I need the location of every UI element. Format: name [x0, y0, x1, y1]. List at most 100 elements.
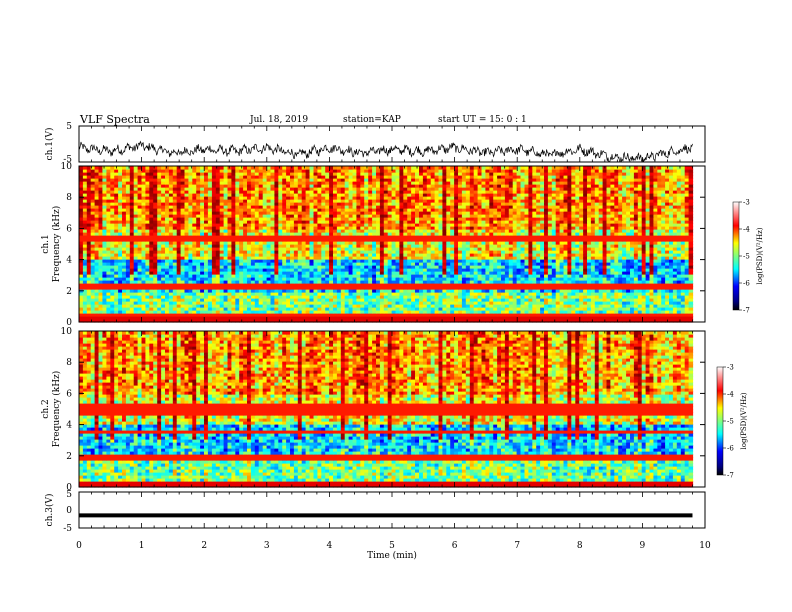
spectrogram-cell: [282, 241, 287, 245]
spectrogram-cell: [653, 304, 658, 308]
spectrogram-cell: [348, 289, 354, 293]
spectrogram-cell: [278, 313, 283, 317]
spectrogram-cell: [98, 244, 104, 248]
spectrogram-cell: [243, 265, 248, 269]
spectrogram-cell: [422, 241, 428, 245]
spectrogram-cell: [333, 310, 338, 314]
spectrogram-cell: [512, 307, 518, 311]
spectrogram-cell: [587, 310, 592, 314]
spectrogram-cell: [524, 319, 530, 323]
spectrogram-cell: [610, 256, 615, 260]
spectrogram-cell: [411, 235, 416, 239]
spectrogram-cell: [258, 286, 264, 290]
spectrogram-cell: [270, 265, 276, 269]
spectrogram-cell: [235, 295, 240, 299]
spectrogram-cell: [223, 265, 229, 269]
spectrogram-cell: [540, 316, 545, 320]
spectrogram-cell: [141, 316, 147, 320]
spectrogram-cell: [446, 235, 451, 239]
spectrogram-cell: [657, 256, 662, 260]
spectrogram-cell: [153, 274, 158, 278]
spectrogram-cell: [559, 319, 565, 323]
spectrogram-cell: [481, 268, 487, 272]
spectrogram-cell: [536, 307, 541, 311]
spectrogram-cell: [497, 295, 502, 299]
spectrogram-cell: [434, 268, 440, 272]
spectrogram-cell: [411, 301, 416, 305]
spectrogram-cell: [465, 274, 471, 278]
spectrogram-cell: [551, 307, 557, 311]
spectrogram-cell: [149, 244, 154, 248]
spectrogram-cell: [114, 277, 119, 281]
spectrogram-cell: [434, 295, 440, 299]
spectrogram-cell: [243, 268, 248, 272]
spectrogram-cell: [98, 256, 104, 260]
spectrogram-cell: [438, 283, 444, 287]
spectrogram-cell: [536, 316, 541, 320]
spectrogram-cell: [254, 304, 260, 308]
spectrogram-cell: [122, 280, 127, 284]
spectrogram-cell: [254, 253, 260, 257]
spectrogram-cell: [309, 247, 315, 251]
spectrogram-cell: [528, 286, 533, 290]
spectrogram-cell: [317, 238, 322, 242]
spectrogram-cell: [426, 316, 432, 320]
spectrogram-cell: [368, 286, 373, 290]
spectrogram-cell: [508, 310, 514, 314]
spectrogram-cell: [583, 256, 588, 260]
spectrogram-cell: [90, 298, 96, 302]
spectrogram-cell: [473, 301, 479, 305]
spectrogram-cell: [395, 277, 401, 281]
spectrogram-cell: [329, 319, 334, 323]
spectrogram-cell: [680, 292, 686, 296]
spectrogram-cell: [192, 253, 197, 257]
spectrogram-cell: [333, 235, 338, 239]
spectrogram-cell: [547, 265, 553, 269]
spectrogram-cell: [247, 289, 252, 293]
spectrogram-cell: [348, 304, 354, 308]
spectrogram-cell: [368, 241, 373, 245]
spectrogram-cell: [633, 244, 639, 248]
spectrogram-cell: [336, 283, 342, 287]
spectrogram-cell: [411, 262, 416, 266]
spectrogram-cell: [235, 307, 240, 311]
spectrogram-cell: [348, 277, 354, 281]
spectrogram-cell: [336, 241, 342, 245]
spectrogram-cell: [204, 280, 209, 284]
spectrogram-cell: [391, 292, 397, 296]
spectrogram-cell: [626, 289, 631, 293]
ch1-ytick-bottom: -5: [63, 155, 72, 165]
spectrogram-cell: [274, 250, 279, 254]
spectrogram-cell: [364, 319, 369, 323]
spectrogram-cell: [176, 307, 182, 311]
spectrogram-cell: [501, 277, 506, 281]
spectrogram-cell: [680, 298, 686, 302]
spectrogram-cell: [274, 313, 279, 317]
spectrogram-cell: [559, 304, 565, 308]
spectrogram-cell: [426, 298, 432, 302]
spectrogram-cell: [250, 286, 256, 290]
spectrogram-cell: [364, 265, 369, 269]
spectrogram-cell: [536, 271, 541, 275]
spectrogram-cell: [524, 265, 530, 269]
spectrogram-cell: [286, 244, 291, 248]
spectrogram-cell: [98, 232, 104, 236]
spectrogram-cell: [137, 295, 143, 299]
spectrogram-cell: [250, 265, 256, 269]
spectrogram-cell: [278, 235, 283, 239]
spectrogram-cell: [469, 292, 475, 296]
spectrogram-cell: [114, 253, 119, 257]
spectrogram-cell: [575, 238, 580, 242]
spectrogram-cell: [227, 262, 233, 266]
spectrogram-cell: [79, 286, 84, 290]
spectrogram-cell: [133, 292, 139, 296]
spectrogram-cell: [333, 232, 338, 236]
spectrogram-cell: [282, 253, 287, 257]
spectrogram-cell: [571, 295, 576, 299]
spectrogram-cell: [411, 316, 416, 320]
spectrogram-cell: [465, 265, 471, 269]
spectrogram-cell: [469, 271, 475, 275]
spectrogram-cell: [227, 319, 233, 323]
spectrogram-cell: [497, 259, 502, 263]
spectrogram-cell: [94, 301, 100, 305]
